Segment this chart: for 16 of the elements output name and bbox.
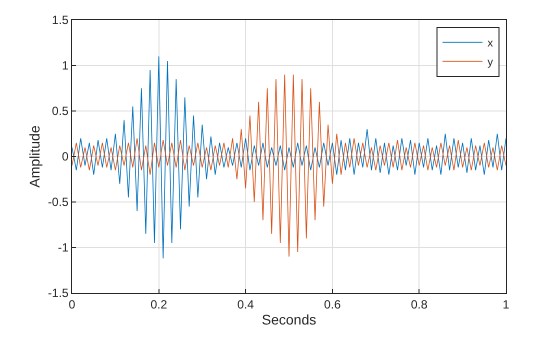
x-tick-label: 0.4 (237, 297, 254, 312)
x-tick-label: 0.8 (410, 297, 428, 312)
x-tick-label: 0.6 (324, 297, 342, 312)
legend-label: x (487, 38, 494, 50)
x-axis-title: Seconds (262, 312, 316, 328)
y-tick-label: -1.5 (48, 286, 69, 300)
y-tick-label: 0 (62, 150, 69, 164)
y-tick-label: 1 (62, 58, 69, 73)
y-axis-title: Amplitude (26, 125, 43, 188)
y-tick-label: 0.5 (52, 104, 69, 118)
legend-label: y (487, 56, 494, 69)
x-tick-label: 0.2 (150, 297, 168, 312)
y-tick-label: -0.5 (48, 195, 69, 210)
x-tick-label: 1 (502, 297, 510, 312)
y-tick-label: 1.5 (52, 13, 69, 28)
y-tick-label: -1 (58, 240, 69, 255)
